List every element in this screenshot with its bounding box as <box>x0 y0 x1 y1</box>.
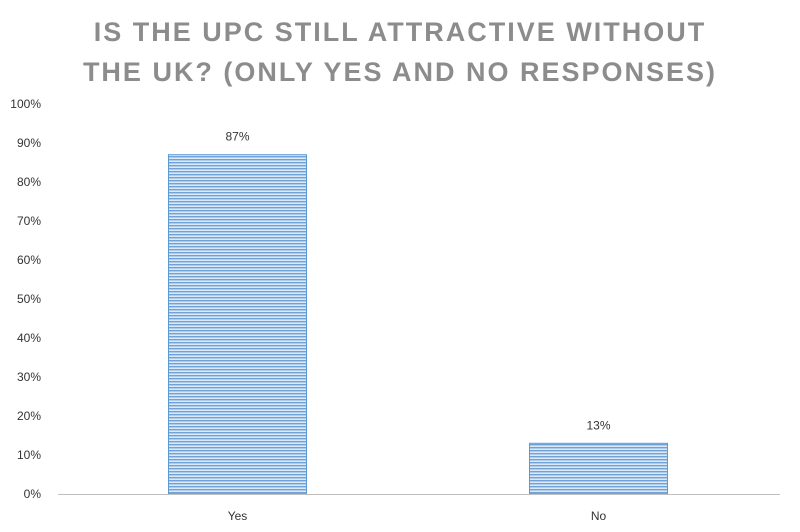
y-tick-label: 50% <box>17 292 41 306</box>
y-tick-label: 30% <box>17 370 41 384</box>
bars <box>168 154 668 495</box>
y-tick-label: 0% <box>24 487 42 501</box>
y-tick-label: 90% <box>17 136 41 150</box>
y-tick-label: 10% <box>17 448 41 462</box>
bar-no <box>529 442 668 495</box>
bar-yes <box>168 154 307 495</box>
y-tick-label: 80% <box>17 175 41 189</box>
x-tick-label: Yes <box>228 509 248 523</box>
y-tick-label: 100% <box>10 97 41 111</box>
y-tick-label: 70% <box>17 214 41 228</box>
y-tick-label: 20% <box>17 409 41 423</box>
chart-title-line-1: IS THE UPC STILL ATTRACTIVE WITHOUT <box>93 17 707 47</box>
data-labels: 87% 13% <box>225 130 610 433</box>
chart-title: IS THE UPC STILL ATTRACTIVE WITHOUT THE … <box>0 12 800 92</box>
y-tick-label: 60% <box>17 253 41 267</box>
x-tick-label: No <box>591 509 607 523</box>
data-label: 13% <box>586 418 610 432</box>
data-label: 87% <box>225 130 249 144</box>
y-tick-label: 40% <box>17 331 41 345</box>
x-axis-ticks: Yes No <box>228 509 607 523</box>
y-axis-ticks: 0% 10% 20% 30% 40% 50% 60% 70% 80% 90% 100% <box>10 97 41 501</box>
chart-title-line-2: THE UK? (ONLY YES AND NO RESPONSES) <box>82 57 718 87</box>
